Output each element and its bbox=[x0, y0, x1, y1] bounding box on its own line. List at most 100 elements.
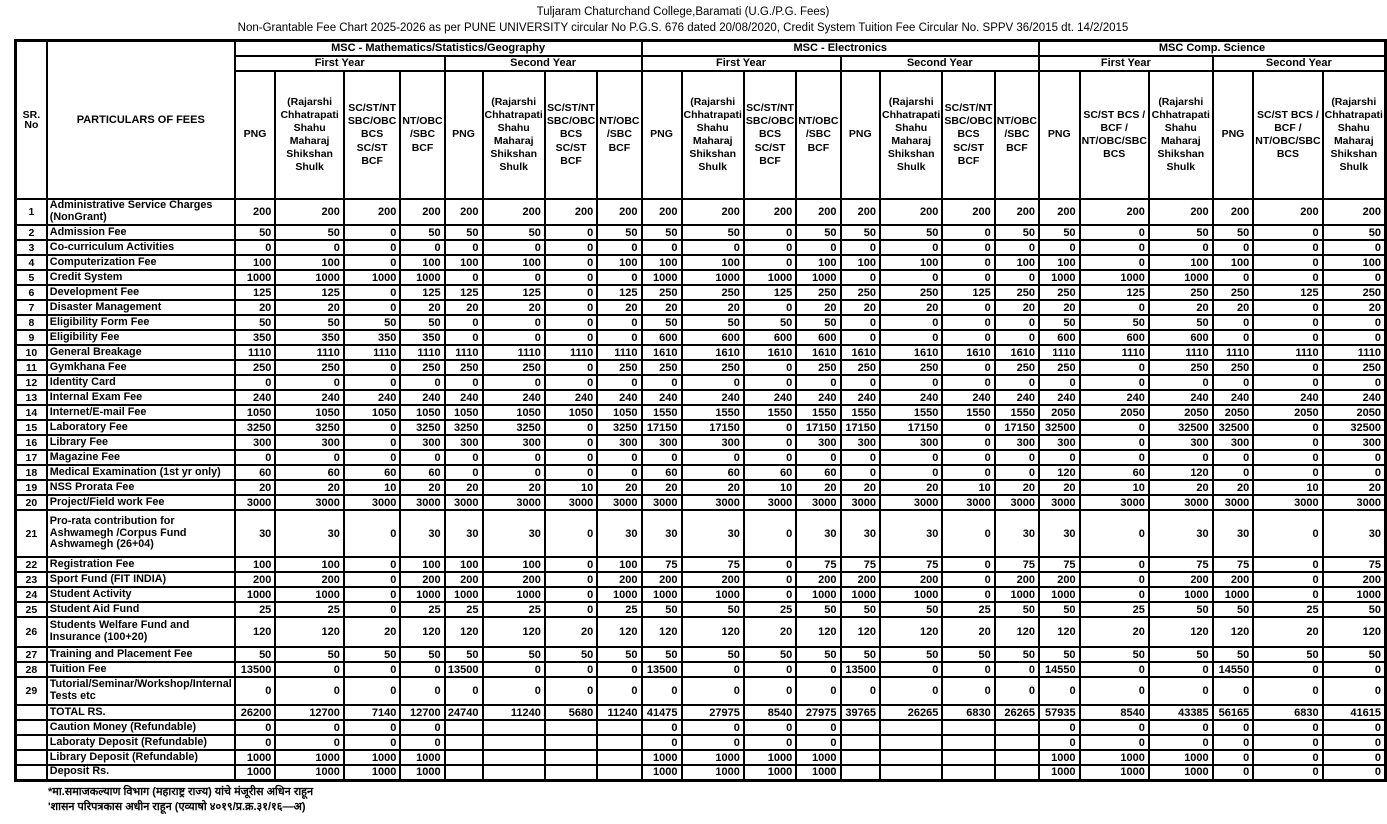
fee-value: 0 bbox=[543, 299, 599, 317]
fee-value: 0 bbox=[878, 374, 944, 392]
fee-value: 20 bbox=[399, 479, 446, 497]
fee-value: 1000 bbox=[1147, 749, 1214, 767]
table-row: 17 Magazine Fee 0 0 0 0 0 0 0 0 0 0 0 0 0 0 0 0 0 0 0 0 0 0 bbox=[14, 449, 1387, 467]
fee-value: 0 bbox=[1252, 314, 1324, 332]
fee-label: Training and Placement Fee bbox=[45, 646, 236, 664]
fee-value: 240 bbox=[399, 389, 446, 407]
fee-value: 0 bbox=[233, 374, 277, 392]
fee-value: 20 bbox=[481, 299, 546, 317]
fee-value: 240 bbox=[640, 389, 683, 407]
fee-value: 0 bbox=[839, 329, 882, 347]
fee-value: 300 bbox=[795, 434, 842, 452]
fee-value: 30 bbox=[993, 509, 1041, 559]
fee-value: 50 bbox=[839, 601, 882, 619]
fee-value: 2050 bbox=[1321, 404, 1387, 422]
fee-value: 0 bbox=[742, 661, 798, 679]
fee-value: 0 bbox=[342, 419, 402, 437]
fee-value: 30 bbox=[839, 509, 882, 559]
fee-value: 0 bbox=[274, 661, 345, 679]
fee-value: 0 bbox=[1038, 676, 1081, 707]
fee-value: 200 bbox=[878, 571, 944, 589]
fee-value: 200 bbox=[1078, 198, 1150, 227]
fee-value: 50 bbox=[1211, 646, 1255, 664]
fee-value: 0 bbox=[543, 509, 599, 559]
fee-value: 0 bbox=[941, 329, 996, 347]
fee-value: 0 bbox=[1252, 374, 1324, 392]
fee-value: 24740 bbox=[443, 704, 484, 722]
fee-value: 50 bbox=[795, 224, 842, 242]
column-header: NT/OBC /SBC BCF bbox=[399, 70, 446, 201]
table-row: 1 Administrative Service Charges (NonGran… bbox=[14, 198, 1387, 227]
fee-value: 0 bbox=[680, 449, 745, 467]
column-header: PNG bbox=[839, 70, 882, 201]
fee-value: 200 bbox=[399, 198, 446, 227]
fee-value: 0 bbox=[233, 239, 277, 257]
fee-value: 20 bbox=[1147, 479, 1214, 497]
column-header: PNG bbox=[443, 70, 484, 201]
fee-value: 0 bbox=[543, 676, 599, 707]
fee-value: 0 bbox=[839, 314, 882, 332]
fee-value bbox=[596, 719, 643, 737]
fee-value: 0 bbox=[795, 449, 842, 467]
fee-value: 100 bbox=[481, 254, 546, 272]
fee-value: 200 bbox=[1321, 571, 1387, 589]
fee-value: 0 bbox=[941, 359, 996, 377]
fee-value: 50 bbox=[1078, 314, 1150, 332]
fee-value: 20 bbox=[1211, 299, 1255, 317]
fee-value: 30 bbox=[680, 509, 745, 559]
table-row: 2 Admission Fee 50 50 0 50 50 50 0 50 50 50 0 50 50 50 0… bbox=[14, 224, 1387, 242]
fee-value: 3000 bbox=[233, 494, 277, 512]
fee-value bbox=[481, 719, 546, 737]
fee-value: 1110 bbox=[543, 344, 599, 362]
fee-value: 30 bbox=[640, 509, 683, 559]
fee-value: 120 bbox=[795, 616, 842, 649]
fee-value: 1000 bbox=[1147, 764, 1214, 782]
fee-value bbox=[596, 764, 643, 782]
fee-value: 0 bbox=[839, 464, 882, 482]
fee-value: 200 bbox=[680, 198, 745, 227]
fee-value: 200 bbox=[274, 198, 345, 227]
fee-value: 1000 bbox=[795, 586, 842, 604]
fee-value: 0 bbox=[1078, 676, 1150, 707]
fee-value: 0 bbox=[941, 239, 996, 257]
fee-value: 125 bbox=[443, 284, 484, 302]
fee-value: 0 bbox=[1321, 464, 1387, 482]
fee-value: 200 bbox=[399, 571, 446, 589]
fee-value: 0 bbox=[481, 314, 546, 332]
table-row: 27 Training and Placement Fee 50 50 50 50 50 50… bbox=[14, 646, 1387, 664]
fee-value: 120 bbox=[1147, 464, 1214, 482]
fee-value: 0 bbox=[399, 239, 446, 257]
fee-value: 0 bbox=[742, 734, 798, 752]
fee-value: 0 bbox=[941, 299, 996, 317]
fee-value: 0 bbox=[1078, 734, 1150, 752]
fee-value: 1000 bbox=[274, 749, 345, 767]
fee-value: 20 bbox=[443, 479, 484, 497]
fee-value: 30 bbox=[481, 509, 546, 559]
fee-value: 8540 bbox=[742, 704, 798, 722]
fee-value: 0 bbox=[1321, 676, 1387, 707]
fee-value: 3250 bbox=[481, 419, 546, 437]
fee-label: Tutorial/Seminar/Workshop/Internal Tests… bbox=[45, 676, 236, 707]
fee-value: 120 bbox=[1038, 616, 1081, 649]
table-row: 13 Internal Exam Fee 240 240 240 240 240 240 240… bbox=[14, 389, 1387, 407]
sr-number: 7 bbox=[14, 299, 48, 317]
table-row: 9 Eligibility Fee 350 350 350 350 0 0 0 0 600 600 60… bbox=[14, 329, 1387, 347]
fee-value: 100 bbox=[640, 254, 683, 272]
fee-value: 26200 bbox=[233, 704, 277, 722]
fee-value: 0 bbox=[742, 586, 798, 604]
fee-value: 20 bbox=[1211, 479, 1255, 497]
fee-value: 0 bbox=[878, 464, 944, 482]
fee-value: 200 bbox=[1321, 198, 1387, 227]
fee-value: 50 bbox=[274, 314, 345, 332]
fee-value: 0 bbox=[443, 314, 484, 332]
fee-value: 250 bbox=[1211, 359, 1255, 377]
fee-value: 1050 bbox=[399, 404, 446, 422]
fee-value: 0 bbox=[742, 239, 798, 257]
fee-value: 1000 bbox=[399, 586, 446, 604]
fee-value: 125 bbox=[742, 284, 798, 302]
table-row: 3 Co-curriculum Activities 0 0 0 0 0 0 0 0 0 0 0 0 0 0 0… bbox=[14, 239, 1387, 257]
page-subtitle: Non-Grantable Fee Chart 2025-2026 as per… bbox=[237, 21, 1129, 34]
fee-value: 200 bbox=[1038, 571, 1081, 589]
fee-value bbox=[941, 734, 996, 752]
fee-value: 1110 bbox=[274, 344, 345, 362]
